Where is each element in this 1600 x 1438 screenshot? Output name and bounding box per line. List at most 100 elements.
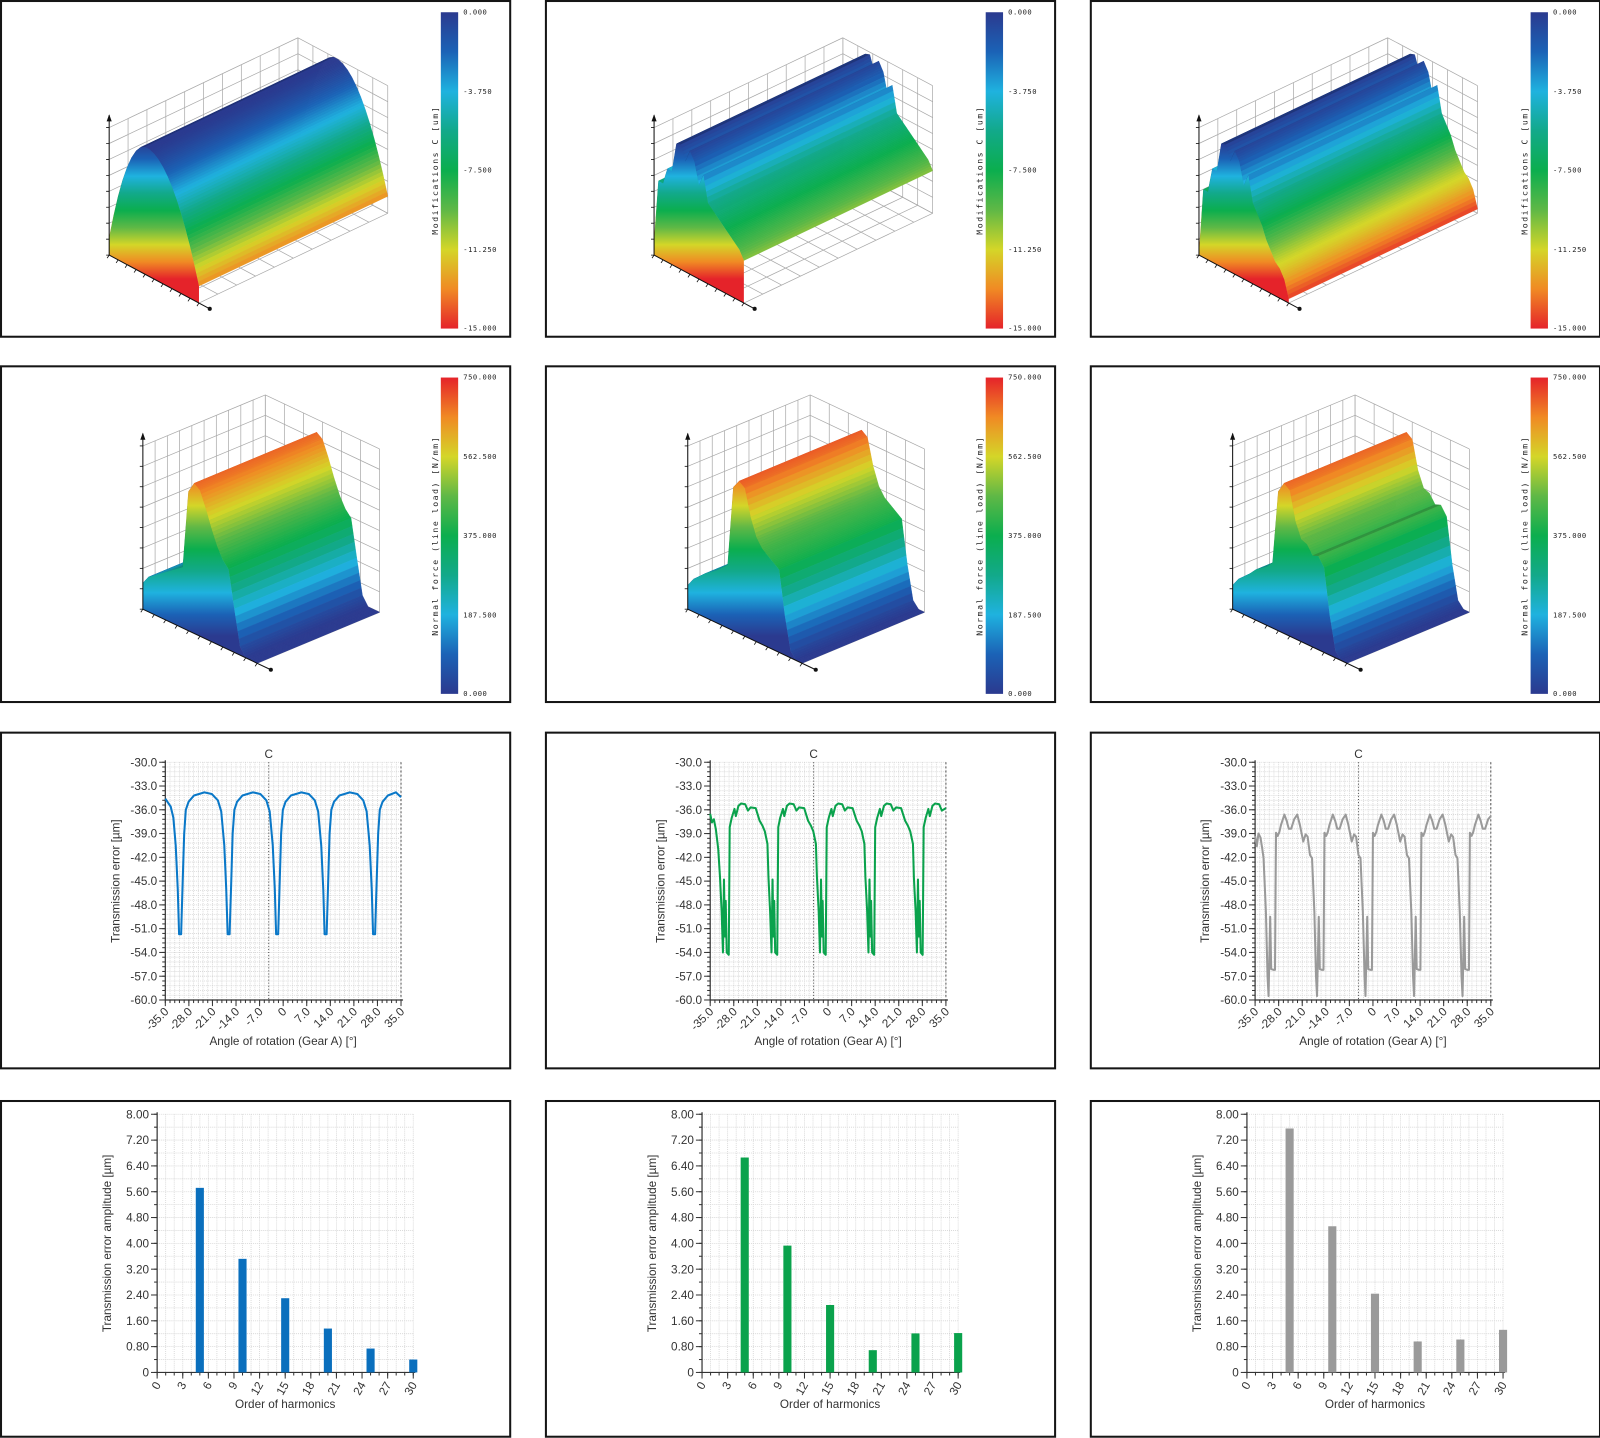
x-axis-tick [660, 259, 664, 264]
x-tick-label: 14.0 [856, 1005, 882, 1031]
x-tick-label: 21 [1415, 1380, 1433, 1398]
x-axis-tick [687, 274, 691, 278]
colorbar-title: Normal force (line load) [N/mm] [975, 435, 985, 636]
y-tick-label: -39.0 [675, 828, 702, 841]
colorbar [1530, 377, 1548, 694]
colorbar-tick-label: -7.500 [463, 166, 493, 175]
x-axis-tick [696, 614, 700, 618]
x-axis-tick [1241, 614, 1245, 618]
x-axis-tick [651, 254, 655, 259]
y-tick-label: -60.0 [675, 994, 702, 1007]
x-tick-label: 0 [276, 1005, 290, 1019]
x-axis-tick [1205, 259, 1209, 264]
transmission-error-chart-2: -30.0 -33.0 -36.0 -39.0 -42.0 -45.0 -48.0 -51.0… [544, 731, 1057, 1070]
y-tick-label: -57.0 [675, 970, 702, 983]
x-tick-label: 12 [793, 1380, 811, 1398]
x-tick-label: 35.0 [382, 1005, 408, 1031]
axes [106, 114, 212, 311]
x-tick-label: 21.0 [1425, 1005, 1451, 1031]
x-axis-tick [169, 288, 173, 292]
colorbar-tick-label: 0.000 [463, 689, 488, 698]
x-axis-tick [788, 657, 791, 662]
x-axis-tick [708, 619, 711, 624]
x-axis-tick [742, 635, 746, 640]
side-wall-grid-line [1232, 394, 1356, 447]
x-axis-tick [209, 641, 212, 645]
line-chart: -30.0 -33.0 -36.0 -39.0 -42.0 -45.0 -48.0 -51.0… [654, 748, 952, 1048]
x-tick-label: 24 [1441, 1379, 1459, 1397]
y-tick-label: -45.0 [130, 875, 157, 888]
x-tick-label: 3 [1265, 1380, 1280, 1392]
x-tick-label: -7.0 [787, 1005, 811, 1029]
back-wall-grid-line [265, 394, 380, 450]
surface-3d-plot [139, 394, 381, 672]
surface [1232, 431, 1470, 664]
y-tick-label: 6.40 [1216, 1160, 1239, 1173]
y-tick-label: 0 [687, 1367, 694, 1380]
x-axis-tick [1232, 274, 1236, 278]
y-tick-label: 8.00 [671, 1108, 694, 1121]
x-axis-tick [106, 254, 110, 259]
x-tick-label: 30 [947, 1379, 965, 1397]
x-axis-tick [1214, 264, 1218, 268]
side-wall-grid-line [687, 394, 811, 447]
line-chart: -30.0 -33.0 -36.0 -39.0 -42.0 -45.0 -48.0 -51.0… [1199, 748, 1497, 1048]
y-tick-label: 5.60 [1216, 1186, 1239, 1199]
side-wall-grid-line [687, 414, 811, 467]
x-tick-label: 27 [1466, 1380, 1484, 1398]
y-tick-label: 0.80 [1216, 1341, 1239, 1354]
y-tick-label: -30.0 [130, 756, 157, 769]
colorbar-tick-label: 750.000 [1008, 373, 1042, 382]
colorbar-tick-label: 0.000 [1553, 689, 1578, 698]
x-axis-tick [187, 298, 191, 302]
colorbar-tick-label: 187.500 [1008, 610, 1042, 619]
side-wall-grid-line [1232, 435, 1356, 488]
colorbar-tick-label: -15.000 [463, 324, 497, 333]
back-wall-grid-line [1354, 394, 1470, 450]
y-tick-label: -54.0 [675, 947, 702, 960]
y-tick-label: -33.0 [1220, 780, 1247, 793]
surface-3d-plot [651, 37, 934, 311]
x-axis-tick [1253, 619, 1256, 624]
colorbar [440, 12, 459, 329]
side-wall-grid-line [687, 435, 811, 488]
y-tick-label: -45.0 [675, 875, 702, 888]
x-axis-tick [799, 663, 803, 667]
surface-front-face [109, 146, 199, 304]
x-tick-label: 0 [1239, 1379, 1254, 1392]
colorbar-title: Normal force (line load) [N/mm] [430, 435, 440, 636]
x-tick-label: 21.0 [335, 1005, 361, 1031]
x-tick-label: 30 [402, 1379, 420, 1397]
colorbar-title: Modifications C [um] [975, 105, 985, 235]
y-tick-label: 4.80 [1216, 1212, 1239, 1225]
modifications-surface-plot-1: 0.000 -3.750 -7.500 -11.250 -15.000 Modificat… [0, 0, 512, 338]
harmonic-bar-15 [1370, 1293, 1380, 1373]
x-tick-label: 24 [351, 1379, 369, 1397]
transmission-error-series-line [1254, 813, 1492, 998]
surface-front-face [1198, 143, 1289, 304]
side-wall-grid-line [142, 435, 266, 488]
transmission-error-series-line [709, 802, 947, 956]
surface-front-face [687, 481, 803, 664]
x-tick-label: -14.0 [1304, 1005, 1332, 1033]
harmonic-bar-10 [1328, 1226, 1337, 1373]
colorbar [440, 377, 459, 694]
harmonic-bar-30 [1498, 1329, 1508, 1373]
x-axis-tick [1264, 625, 1268, 629]
side-wall-grid-line [1198, 37, 1388, 128]
x-tick-label: 18 [300, 1379, 318, 1397]
x-tick-label: 3 [175, 1380, 190, 1392]
x-axis-tick [765, 646, 769, 651]
x-axis-tick [1286, 302, 1290, 307]
colorbar-tick-label: -15.000 [1553, 324, 1587, 333]
x-tick-label: 3 [720, 1380, 735, 1392]
harmonic-bar-20 [1413, 1341, 1422, 1373]
x-axis-tick [678, 269, 682, 273]
y-tick-label: 8.00 [126, 1108, 149, 1121]
x-axis-title: Order of harmonics [780, 1398, 880, 1411]
y-tick-label: 1.60 [1216, 1315, 1239, 1328]
x-axis-tick [1230, 608, 1233, 613]
x-axis-tick [1310, 646, 1313, 651]
x-tick-label: 18 [845, 1379, 863, 1397]
surface-front-face [654, 143, 744, 304]
